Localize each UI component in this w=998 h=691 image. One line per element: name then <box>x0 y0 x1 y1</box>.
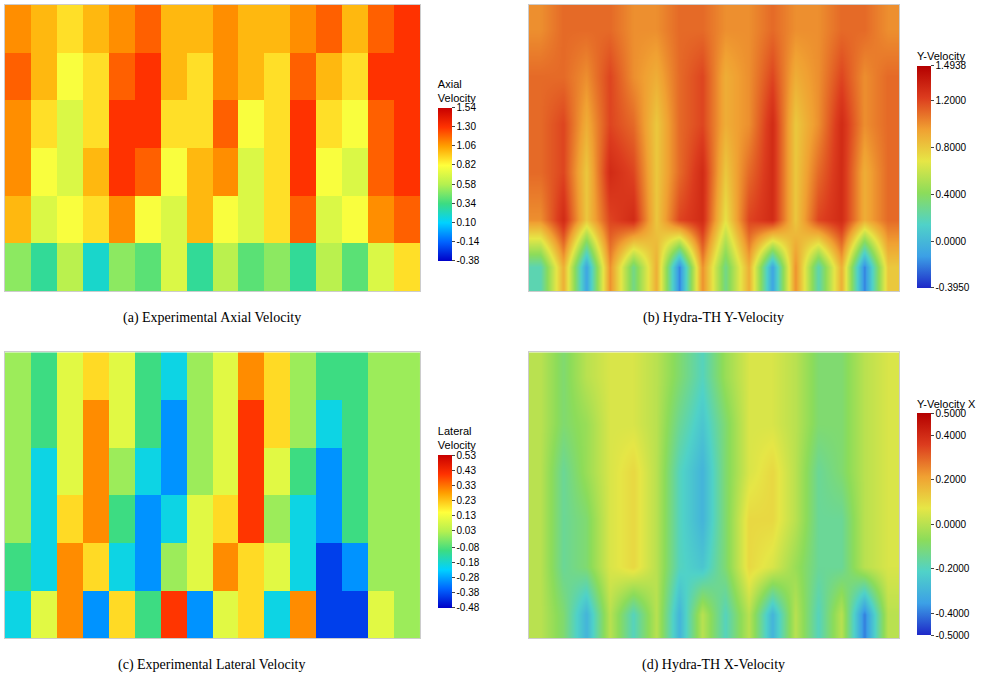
svg-text:0.5000: 0.5000 <box>936 408 967 419</box>
svg-text:(d) Hydra-TH X-Velocity: (d) Hydra-TH X-Velocity <box>642 657 785 673</box>
svg-text:(a) Experimental Axial Velocit: (a) Experimental Axial Velocity <box>123 310 301 326</box>
svg-text:-0.08: -0.08 <box>457 542 480 553</box>
svg-text:-0.38: -0.38 <box>457 587 480 598</box>
svg-text:0.43: 0.43 <box>457 465 477 476</box>
svg-text:LateralVelocity: LateralVelocity <box>438 425 476 451</box>
svg-text:(b) Hydra-TH Y-Velocity: (b) Hydra-TH Y-Velocity <box>643 310 784 326</box>
svg-text:0.58: 0.58 <box>457 179 477 190</box>
svg-text:0.53: 0.53 <box>457 450 477 461</box>
svg-text:-0.14: -0.14 <box>457 236 480 247</box>
svg-text:0.34: 0.34 <box>457 198 477 209</box>
svg-text:-0.4000: -0.4000 <box>936 608 970 619</box>
svg-text:-0.38: -0.38 <box>457 255 480 266</box>
svg-text:Y-Velocity: Y-Velocity <box>917 50 965 62</box>
svg-text:1.4938: 1.4938 <box>936 60 967 71</box>
svg-text:0.4000: 0.4000 <box>936 430 967 441</box>
svg-text:1.2000: 1.2000 <box>936 95 967 106</box>
svg-text:1.54: 1.54 <box>457 102 477 113</box>
svg-text:-0.28: -0.28 <box>457 572 480 583</box>
svg-text:0.4000: 0.4000 <box>936 189 967 200</box>
svg-text:0.13: 0.13 <box>457 510 477 521</box>
svg-text:0.23: 0.23 <box>457 495 477 506</box>
svg-text:-0.3950: -0.3950 <box>936 282 970 293</box>
svg-text:0.0000: 0.0000 <box>936 236 967 247</box>
svg-text:Y-Velocity X: Y-Velocity X <box>917 398 976 410</box>
svg-text:AxialVelocity: AxialVelocity <box>438 78 476 104</box>
svg-text:0.82: 0.82 <box>457 159 477 170</box>
svg-text:0.10: 0.10 <box>457 217 477 228</box>
svg-text:1.30: 1.30 <box>457 121 477 132</box>
svg-text:-0.5000: -0.5000 <box>936 630 970 641</box>
svg-text:-0.18: -0.18 <box>457 557 480 568</box>
svg-text:0.2000: 0.2000 <box>936 474 967 485</box>
svg-text:0.33: 0.33 <box>457 480 477 491</box>
svg-text:(c) Experimental Lateral Veloc: (c) Experimental Lateral Velocity <box>118 657 306 673</box>
svg-text:-0.48: -0.48 <box>457 602 480 613</box>
svg-text:1.06: 1.06 <box>457 140 477 151</box>
svg-text:0.8000: 0.8000 <box>936 142 967 153</box>
svg-text:0.0000: 0.0000 <box>936 519 967 530</box>
svg-text:-0.2000: -0.2000 <box>936 563 970 574</box>
svg-text:0.03: 0.03 <box>457 525 477 536</box>
